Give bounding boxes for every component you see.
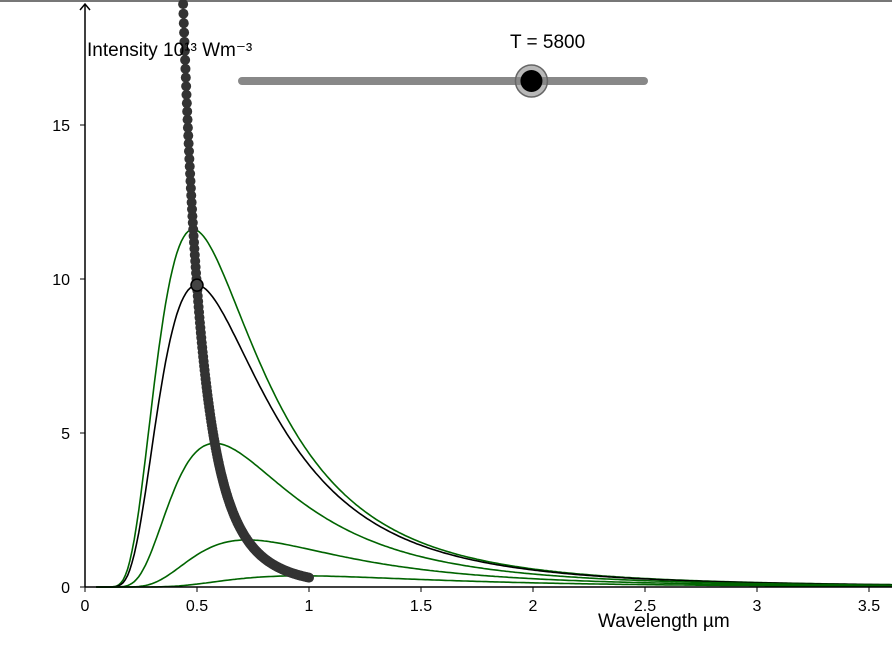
peak-locus-dot <box>181 89 192 100</box>
peak-locus-dot <box>179 45 190 56</box>
x-tick-label: 0.5 <box>186 598 208 615</box>
x-tick-label: 1.5 <box>410 598 432 615</box>
peak-locus-dot <box>180 63 191 74</box>
y-tick-label: 5 <box>61 426 70 443</box>
y-tick-label: 10 <box>52 272 70 289</box>
curve-T4000 <box>96 539 892 588</box>
x-tick-label: 3.5 <box>858 598 880 615</box>
peak-locus-dot <box>182 106 193 117</box>
peak-locus-dot <box>180 72 191 83</box>
y-tick-label: 0 <box>61 580 70 597</box>
y-axis-label: Intensity 10¹³ Wm⁻³ <box>87 40 252 61</box>
peak-locus-dot <box>185 168 196 179</box>
slider-knob[interactable] <box>514 64 549 98</box>
x-tick-label: 0 <box>81 598 90 615</box>
peak-locus-dot <box>184 153 195 164</box>
curve-T5800 <box>96 284 892 588</box>
peak-locus-dot <box>184 161 195 172</box>
slider-label: T = 5800 <box>510 32 585 53</box>
y-tick-label: 15 <box>52 118 70 135</box>
x-tick-label: 1 <box>305 598 314 615</box>
peak-locus-dot <box>179 36 190 47</box>
peak-locus-dot <box>181 98 192 109</box>
peak-locus-dot <box>178 0 189 10</box>
x-axis-label: Wavelength µm <box>598 611 730 632</box>
peak-locus-dot <box>186 190 197 201</box>
peak-locus-dot <box>179 27 190 38</box>
peak-locus-dot <box>185 176 196 187</box>
peak-locus-dot <box>180 54 191 65</box>
peak-locus-dot <box>181 81 192 92</box>
peak-locus-dot <box>183 146 194 157</box>
peak-locus-dot <box>183 130 194 141</box>
x-tick-label: 3 <box>753 598 762 615</box>
peak-locus-dot <box>182 122 193 133</box>
y-axis-arrow-icon <box>79 2 91 11</box>
current-peak-point[interactable] <box>190 278 204 292</box>
curve-T5000 <box>96 442 892 588</box>
peak-locus-dot <box>185 183 196 194</box>
peak-locus-dot <box>178 18 189 29</box>
top-border <box>0 0 892 2</box>
peak-locus-dot <box>183 138 194 149</box>
peak-locus-dot <box>182 114 193 125</box>
curve-T6000 <box>96 228 892 588</box>
curve-T3000 <box>96 575 892 588</box>
peak-locus-dot <box>178 8 189 19</box>
x-tick-label: 2.5 <box>634 598 656 615</box>
x-tick-label: 2 <box>529 598 538 615</box>
